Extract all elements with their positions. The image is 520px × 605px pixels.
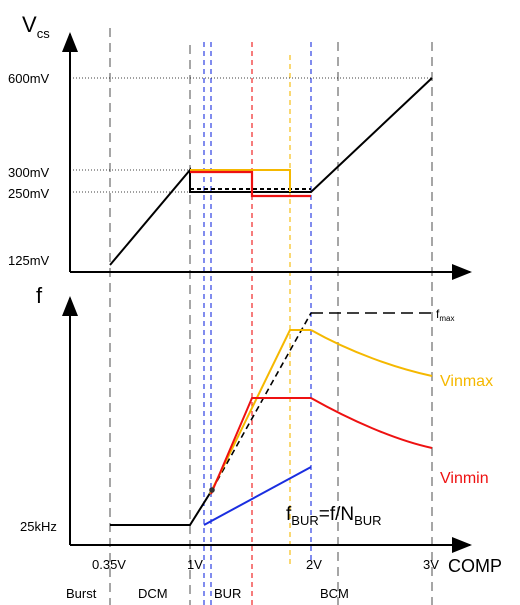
freq-vinmax-decay: [310, 329, 433, 377]
freq-base-curve: [110, 489, 213, 526]
tick-300mv: 300mV: [8, 165, 50, 180]
mode-labels: Burst DCM BUR BCM: [66, 586, 349, 601]
tick-0-35v: 0.35V: [92, 557, 126, 572]
vinmin-label: Vinmin: [440, 470, 489, 487]
tick-3v: 3V: [423, 557, 439, 572]
freq-vinmax-curve: [209, 329, 311, 495]
tick-25khz: 25kHz: [20, 519, 57, 534]
mode-dcm: DCM: [138, 586, 168, 601]
freq-bur-line: [203, 466, 312, 526]
tick-600mv: 600mV: [8, 71, 50, 86]
x-axis-labels: 0.35V 1V 2V 3V COMP: [92, 556, 502, 576]
fbur-formula: fBUR=f/NBUR: [286, 504, 382, 528]
mode-bur: BUR: [214, 586, 241, 601]
vcs-vinmax-level: [190, 169, 291, 192]
vcs-vinmin-level: [190, 170, 311, 198]
tick-2v: 2V: [306, 557, 322, 572]
mode-bcm: BCM: [320, 586, 349, 601]
mode-boundaries: [109, 28, 433, 605]
vinmax-label: Vinmax: [440, 373, 493, 390]
bottom-y-axis-label: f: [36, 283, 43, 308]
freq-vinmin-curve: [210, 397, 311, 495]
x-axis-label: COMP: [448, 556, 502, 576]
tick-1v: 1V: [187, 557, 203, 572]
freq-vinmin-decay: [310, 397, 433, 449]
bottom-plot: f fmax 25kHz Vinmax Vinmin fBUR=f/NBUR: [20, 283, 493, 553]
junction-dot: [209, 487, 215, 493]
vcs-curve: [109, 77, 433, 266]
top-plot: Vcs 600mV 300mV 250mV 125mV: [8, 12, 472, 280]
top-y-axis-label: Vcs: [22, 12, 50, 41]
freq-base-dashed: [211, 312, 312, 491]
tick-125mv: 125mV: [8, 253, 50, 268]
mode-burst: Burst: [66, 586, 97, 601]
fmax-label: fmax: [436, 307, 454, 323]
tick-250mv: 250mV: [8, 186, 50, 201]
